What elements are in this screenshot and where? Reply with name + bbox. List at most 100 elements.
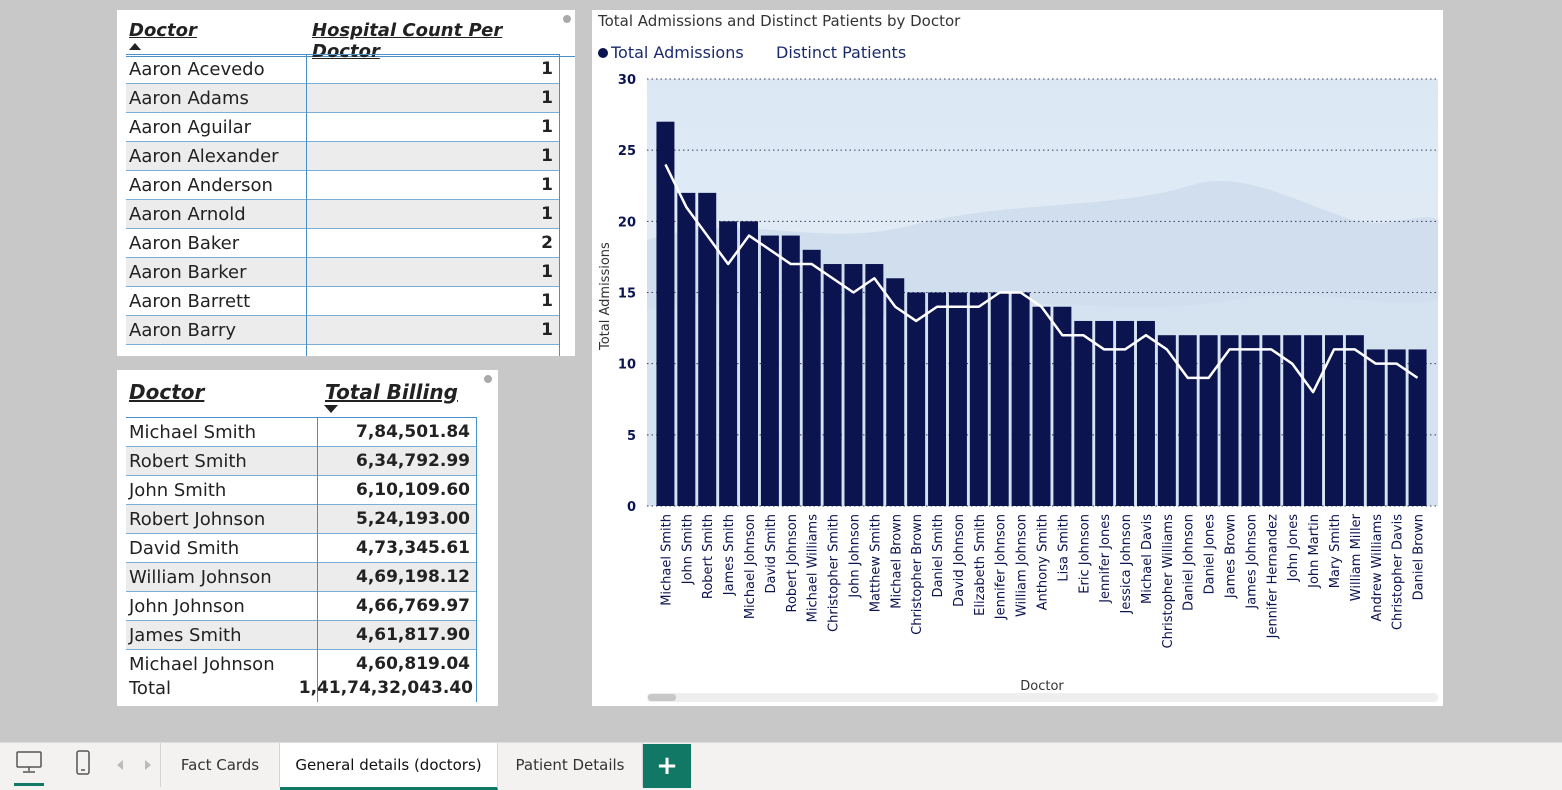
doctor-name-cell: Aaron Acevedo xyxy=(129,59,265,80)
legend-marker-icon xyxy=(598,48,608,58)
doctor-name-cell: Aaron Barker xyxy=(129,262,247,283)
scrollbar-thumb[interactable] xyxy=(563,15,571,23)
chart-title: Total Admissions and Distinct Patients b… xyxy=(598,12,961,30)
horizontal-scrollbar-track[interactable] xyxy=(647,693,1438,702)
x-tick-label: Daniel Johnson xyxy=(1182,514,1197,611)
chart-canvas: 0 5 10 15 20 25 30 Michael Smith John Smith Robe… xyxy=(598,73,1438,702)
total-billing-cell: 4,69,198.12 xyxy=(355,567,470,587)
bar xyxy=(1283,335,1302,506)
doctor-name-cell: Aaron Anderson xyxy=(129,175,273,196)
column-header-hospital-count[interactable]: Hospital Count Per Doctor xyxy=(312,20,503,62)
y-tick-label: 10 xyxy=(618,358,636,373)
x-tick-label: Jennifer Jones xyxy=(1098,514,1113,604)
hospital-count-cell: 1 xyxy=(541,204,553,224)
bar xyxy=(1136,320,1155,506)
x-tick-label: Michael Smith xyxy=(659,514,674,606)
bar xyxy=(677,192,696,506)
total-billing-table[interactable]: Doctor Total Billing Michael Smith 7,84,5… xyxy=(117,370,498,706)
x-tick-label: Michael Williams xyxy=(806,514,821,623)
bar xyxy=(928,292,947,506)
total-label: Total xyxy=(129,678,172,699)
total-value: 1,41,74,32,043.40 xyxy=(298,678,473,698)
x-tick-label: Christopher Smith xyxy=(827,514,842,632)
hospital-count-cell: 1 xyxy=(541,117,553,137)
x-tick-label: David Johnson xyxy=(952,514,967,607)
hospital-count-table[interactable]: Doctor Hospital Count Per Doctor Aaron A… xyxy=(117,10,575,356)
x-tick-label: Jennifer Johnson xyxy=(994,514,1009,620)
table-row[interactable]: Aaron Adams 1 xyxy=(126,84,560,113)
sort-ascending-icon[interactable] xyxy=(129,43,141,50)
table-row[interactable]: John Smith 6,10,109.60 xyxy=(126,476,477,505)
bar xyxy=(1053,306,1072,506)
table-row[interactable]: Aaron Anderson 1 xyxy=(126,171,560,200)
y-tick-label: 15 xyxy=(618,287,636,302)
bar xyxy=(969,292,988,506)
x-tick-label: John Jones xyxy=(1286,514,1301,582)
doctor-name-cell: Aaron Barrett xyxy=(129,291,251,312)
bar xyxy=(1095,320,1114,506)
tab-fact-cards[interactable]: Fact Cards xyxy=(161,743,280,787)
bar xyxy=(1366,349,1385,506)
table-right-border xyxy=(559,55,560,356)
column-header-doctor[interactable]: Doctor xyxy=(129,20,197,41)
legend-item-total-admissions[interactable]: Total Admissions xyxy=(598,43,744,62)
bar xyxy=(781,235,800,507)
add-page-button[interactable]: + xyxy=(643,744,691,788)
previous-page-icon[interactable] xyxy=(114,757,126,776)
column-header-doctor[interactable]: Doctor xyxy=(129,380,205,404)
doctor-name-cell: John Smith xyxy=(129,480,227,501)
table-row[interactable]: Michael Smith 7,84,501.84 xyxy=(126,418,477,447)
scrollbar-thumb[interactable] xyxy=(484,375,492,383)
x-tick-label: Mary Smith xyxy=(1328,514,1343,588)
y-tick-label: 30 xyxy=(618,73,636,88)
table-row[interactable]: James Smith 4,61,817.90 xyxy=(126,621,477,650)
table-row[interactable]: William Johnson 4,69,198.12 xyxy=(126,563,477,592)
table-row[interactable]: David Smith 4,73,345.61 xyxy=(126,534,477,563)
next-page-icon[interactable] xyxy=(142,757,154,776)
column-header-total-billing[interactable]: Total Billing xyxy=(325,380,458,404)
x-tick-label: John Smith xyxy=(680,514,695,585)
tab-patient-details[interactable]: Patient Details xyxy=(498,743,643,787)
legend-item-distinct-patients[interactable]: Distinct Patients xyxy=(776,43,906,62)
table-row[interactable]: Aaron Barker 1 xyxy=(126,258,560,287)
table-row[interactable]: Michael Johnson 4,60,819.04 xyxy=(126,650,477,679)
mobile-view-icon[interactable] xyxy=(74,749,92,781)
bar xyxy=(1408,349,1427,506)
doctor-name-cell: Aaron Aguilar xyxy=(129,117,252,138)
table-row[interactable]: Aaron Arnold 1 xyxy=(126,200,560,229)
page-tab-bar: Fact Cards General details (doctors) Pat… xyxy=(0,742,1562,790)
desktop-view-icon[interactable] xyxy=(14,749,44,786)
table-row[interactable]: Aaron Barry 1 xyxy=(126,316,560,345)
table-row[interactable]: Robert Johnson 5,24,193.00 xyxy=(126,505,477,534)
doctor-name-cell: Aaron Barry xyxy=(129,320,237,341)
admissions-chart[interactable]: 0 5 10 15 20 25 30 Michael Smith John Smith Robe… xyxy=(592,10,1443,706)
table-row[interactable]: Aaron Barrett 1 xyxy=(126,287,560,316)
table-row[interactable]: Aaron Baker 2 xyxy=(126,229,560,258)
total-billing-cell: 6,10,109.60 xyxy=(355,480,470,500)
legend-label: Total Admissions xyxy=(611,43,744,62)
table-row[interactable]: Aaron Acevedo 1 xyxy=(126,55,560,84)
table-row[interactable]: Aaron Aguilar 1 xyxy=(126,113,560,142)
x-tick-label: Lisa Smith xyxy=(1056,514,1071,582)
bar xyxy=(823,264,842,506)
table-row[interactable]: John Johnson 4,66,769.97 xyxy=(126,592,477,621)
table-right-border xyxy=(476,417,477,702)
bar xyxy=(1178,335,1197,506)
total-billing-cell: 4,61,817.90 xyxy=(355,625,470,645)
bar xyxy=(1157,335,1176,506)
table-row[interactable]: Aaron Alexander 1 xyxy=(126,142,560,171)
bar xyxy=(698,192,717,506)
tab-general-details-doctors[interactable]: General details (doctors) xyxy=(280,743,498,790)
bar xyxy=(990,292,1009,506)
horizontal-scrollbar-thumb[interactable] xyxy=(648,694,676,701)
x-tick-label: Michael Johnson xyxy=(743,514,758,619)
bar xyxy=(948,292,967,506)
y-tick-label: 0 xyxy=(627,500,636,515)
table-row[interactable]: Robert Smith 6,34,792.99 xyxy=(126,447,477,476)
hospital-count-cell: 1 xyxy=(541,262,553,282)
doctor-name-cell: William Johnson xyxy=(129,567,272,588)
sort-descending-icon[interactable] xyxy=(324,405,338,413)
column-divider xyxy=(317,417,318,702)
bar xyxy=(1304,335,1323,506)
bar xyxy=(1116,320,1135,506)
